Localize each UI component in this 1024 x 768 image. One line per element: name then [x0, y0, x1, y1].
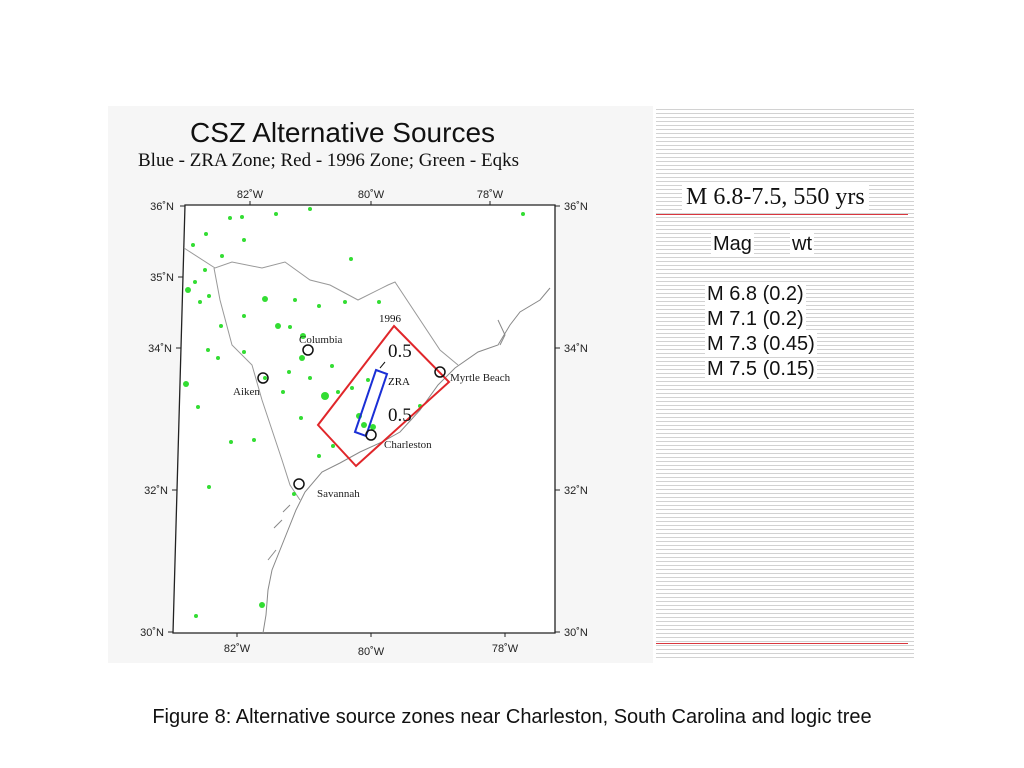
weight-label-lower: 0.5	[388, 405, 412, 426]
map-subtitle: Blue - ZRA Zone; Red - 1996 Zone; Green …	[138, 150, 519, 171]
city-label-myrtle-beach: Myrtle Beach	[450, 372, 511, 384]
logic-tree-row: M 7.3 (0.45)	[705, 333, 817, 356]
panel-bottom-line	[656, 643, 908, 644]
lon-tick-bottom-80: 80˚W	[358, 646, 385, 658]
zone-1996-label: 1996	[379, 313, 402, 325]
lat-tick-left-35: 35˚N	[150, 272, 174, 284]
logic-tree-row: M 7.1 (0.2)	[705, 308, 806, 331]
logic-tree-heading: M 6.8-7.5, 550 yrs	[682, 184, 869, 211]
lat-tick-left-36: 36˚N	[150, 201, 174, 213]
lon-tick-bottom-82: 82˚W	[224, 643, 251, 655]
zone-1996-outline	[316, 324, 451, 468]
lat-tick-left-32: 32˚N	[144, 485, 168, 497]
lat-tick-right-30: 30˚N	[564, 627, 588, 639]
lat-tick-left-34: 34˚N	[148, 343, 172, 355]
map-title: CSZ Alternative Sources	[190, 117, 496, 148]
city-markers	[257, 344, 446, 490]
mag-column-header: Mag	[711, 233, 754, 256]
city-label-charleston: Charleston	[384, 439, 432, 451]
lat-tick-right-36: 36˚N	[564, 201, 588, 213]
heading-underline	[656, 214, 908, 215]
state-borders	[183, 247, 459, 501]
zra-zone-label: ZRA	[388, 376, 410, 388]
city-label-aiken: Aiken	[233, 386, 260, 398]
logic-tree-row: M 6.8 (0.2)	[705, 283, 806, 306]
lat-tick-right-32: 32˚N	[564, 485, 588, 497]
weight-label-upper: 0.5	[388, 341, 412, 362]
lon-tick-top-80: 80˚W	[358, 189, 385, 201]
city-label-columbia: Columbia	[299, 334, 343, 346]
lat-tick-right-34: 34˚N	[564, 343, 588, 355]
lon-tick-top-78: 78˚W	[477, 189, 504, 201]
source-zone-map: 82˚W 80˚W 78˚W 82˚W 80˚W 78˚W 36˚N 35˚N …	[140, 189, 588, 658]
city-label-savannah: Savannah	[317, 488, 360, 500]
logic-tree-row: M 7.5 (0.15)	[705, 358, 817, 381]
map-frame	[172, 204, 556, 634]
figure-caption: Figure 8: Alternative source zones near …	[152, 706, 872, 728]
lon-tick-bottom-78: 78˚W	[492, 643, 519, 655]
frame-ticks	[168, 201, 560, 637]
weight-column-header: wt	[790, 233, 814, 256]
coastline	[262, 287, 551, 634]
weight-leader-line	[379, 361, 386, 369]
lon-tick-top-82: 82˚W	[237, 189, 264, 201]
lat-tick-left-30: 30˚N	[140, 627, 164, 639]
